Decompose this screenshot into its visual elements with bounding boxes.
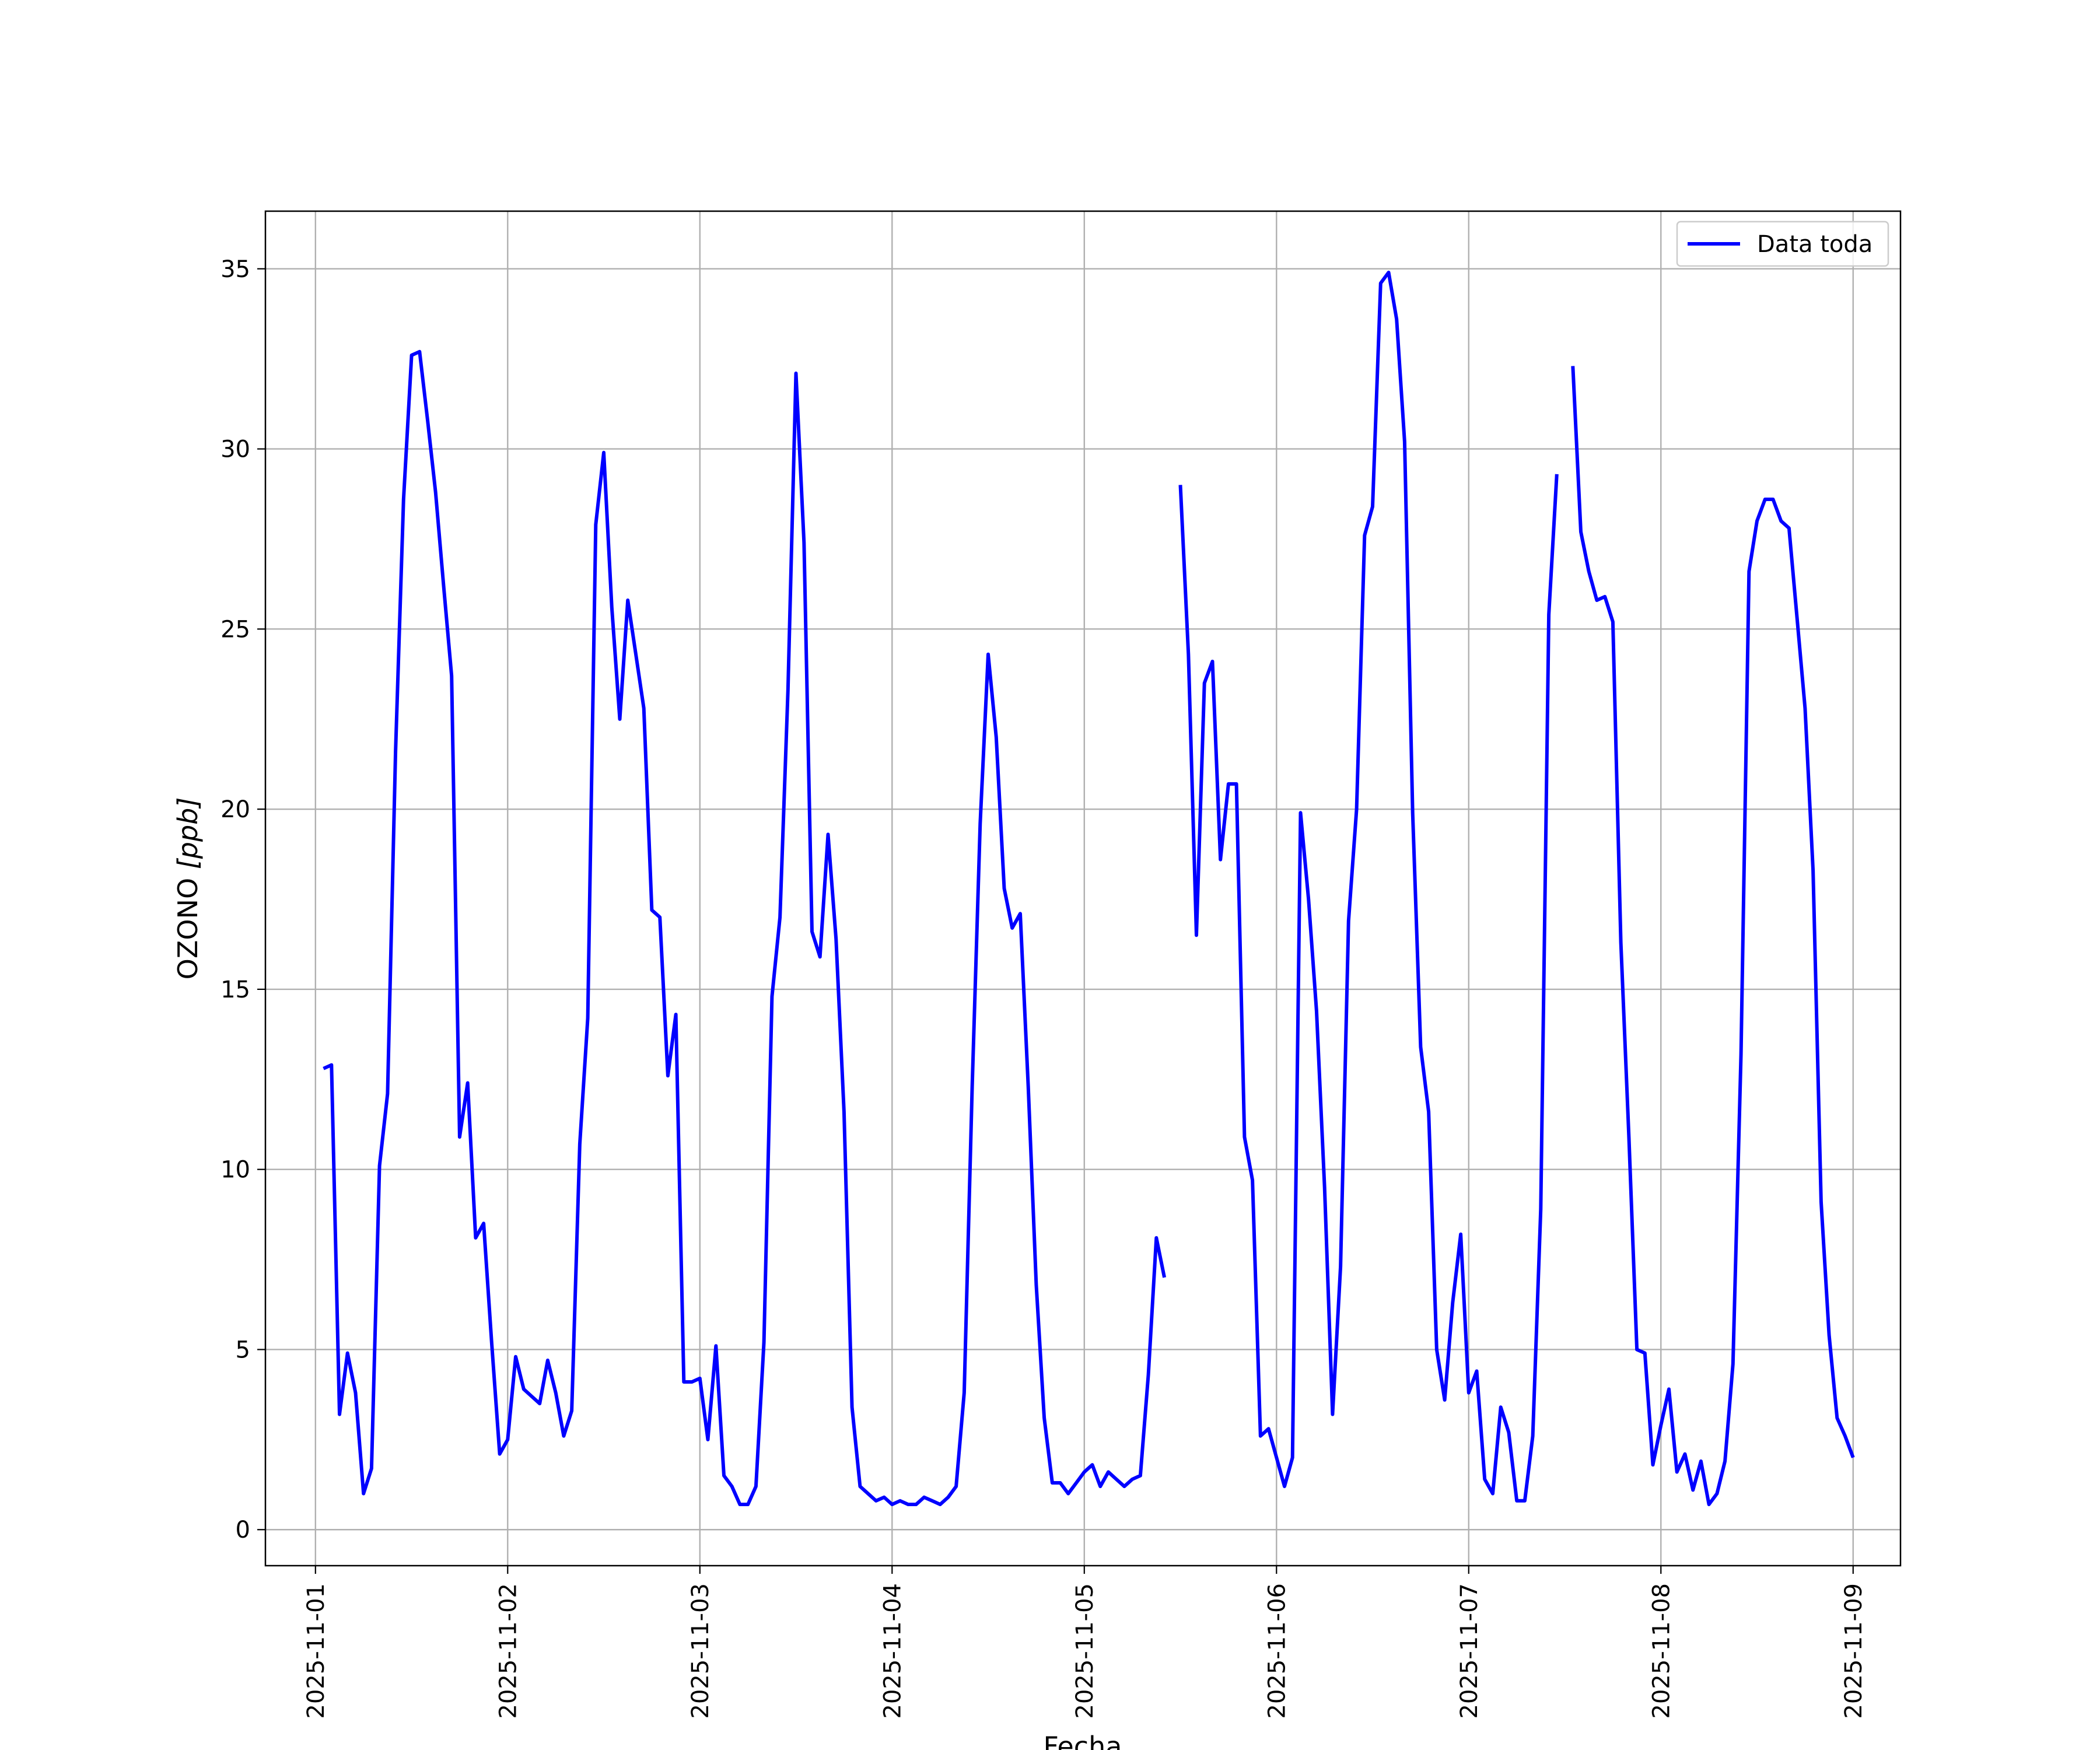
y-tick-label: 10	[220, 1157, 250, 1184]
y-tick-label: 20	[220, 796, 250, 823]
y-tick-label: 30	[220, 436, 250, 463]
legend: Data toda	[1676, 220, 1889, 267]
x-tick-label: 2025-11-03	[687, 1583, 714, 1718]
x-tick-label: 2025-11-06	[1264, 1583, 1290, 1718]
x-axis-label: Fecha	[1044, 1731, 1122, 1750]
y-tick-label: 15	[220, 977, 250, 1003]
y-tick-label: 25	[220, 616, 250, 643]
x-tick-label: 2025-11-01	[303, 1583, 330, 1718]
y-axis-label-unit: [ppb]	[172, 797, 204, 870]
x-tick-label: 2025-11-08	[1648, 1583, 1675, 1718]
y-tick-label: 0	[236, 1517, 250, 1544]
series-line-segment	[1178, 271, 1559, 1503]
grid-lines	[265, 211, 1901, 1566]
x-tick-label: 2025-11-09	[1840, 1583, 1867, 1718]
y-axis-label: OZONO [ppb]	[172, 797, 204, 980]
y-tick-label: 35	[220, 256, 250, 283]
x-tick-label: 2025-11-02	[495, 1583, 522, 1718]
y-tick-label: 5	[236, 1336, 250, 1363]
x-tick-label: 2025-11-05	[1072, 1583, 1098, 1718]
series-layer	[323, 271, 1855, 1506]
series-line-segment	[1571, 366, 1855, 1506]
series-line-segment	[323, 349, 1167, 1506]
axis-ticks: 2025-11-01 2025-11-02 2025-11-03 2025-11-04…	[220, 256, 1867, 1719]
x-tick-label: 2025-11-04	[879, 1583, 906, 1718]
legend-box	[1676, 220, 1889, 267]
plot-frame	[264, 210, 1902, 1567]
y-axis-label-text: OZONO	[172, 869, 204, 979]
x-tick-label: 2025-11-07	[1456, 1583, 1483, 1718]
legend-label: Data toda	[1757, 231, 1873, 258]
